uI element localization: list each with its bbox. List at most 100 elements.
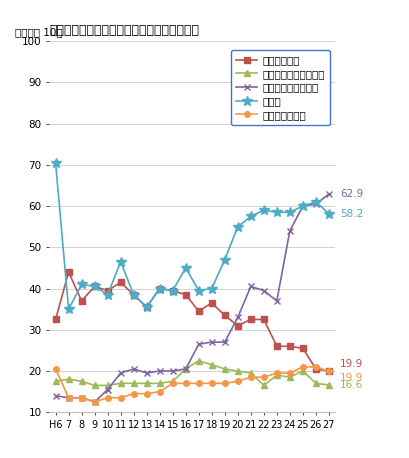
その他の心疾患 (131, 391, 136, 397)
その他の虚血性心疾患 (105, 383, 110, 388)
その他の心疾患 (326, 369, 331, 374)
心不全 (79, 282, 84, 287)
不整脈及び伝導障害 (326, 191, 331, 197)
不整脈及び伝導障害 (288, 228, 292, 234)
不整脈及び伝導障害 (261, 288, 266, 294)
心不全 (196, 288, 201, 294)
心不全 (313, 199, 318, 205)
心不全 (92, 284, 97, 289)
その他の虚血性心疾患 (235, 368, 240, 374)
Text: 19.9: 19.9 (340, 360, 363, 370)
その他の心疾患 (118, 395, 123, 400)
不整脈及び伝導障害 (183, 366, 188, 372)
不整脈及び伝導障害 (92, 399, 97, 405)
その他の虚血性心疾患 (170, 378, 175, 384)
急性心筋梗塞 (53, 317, 58, 322)
急性心筋梗塞 (313, 366, 318, 372)
Legend: 急性心筋梗塞, その他の虚血性心疾患, 不整脈及び伝導障害, 心不全, その他の心疾患: 急性心筋梗塞, その他の虚血性心疾患, 不整脈及び伝導障害, 心不全, その他の… (231, 50, 330, 125)
不整脈及び伝導障害 (300, 203, 305, 209)
その他の心疾患 (183, 381, 188, 386)
心不全 (131, 292, 136, 298)
Line: 心不全: 心不全 (51, 158, 334, 314)
不整脈及び伝導障害 (196, 342, 201, 347)
その他の虚血性心疾患 (248, 370, 253, 376)
その他の虚血性心疾患 (222, 366, 227, 372)
急性心筋梗塞 (105, 288, 110, 294)
急性心筋梗塞 (300, 345, 305, 351)
不整脈及び伝導障害 (53, 393, 58, 398)
急性心筋梗塞 (326, 368, 331, 374)
その他の虚血性心疾患 (157, 381, 162, 386)
その他の虚血性心疾患 (92, 383, 97, 388)
Line: 急性心筋梗塞: 急性心筋梗塞 (53, 269, 332, 374)
急性心筋梗塞 (92, 284, 97, 289)
不整脈及び伝導障害 (274, 298, 279, 304)
急性心筋梗塞 (66, 269, 71, 275)
Text: 16.6: 16.6 (340, 380, 363, 390)
不整脈及び伝導障害 (209, 339, 214, 345)
その他の虚血性心疾患 (326, 382, 331, 388)
その他の心疾患 (144, 391, 149, 397)
その他の心疾患 (196, 381, 201, 386)
その他の心疾患 (313, 364, 318, 370)
心不全 (222, 257, 227, 262)
Text: 58.2: 58.2 (340, 208, 363, 218)
急性心筋梗塞 (235, 323, 240, 328)
急性心筋梗塞 (248, 317, 253, 322)
Text: 率（人口 10万: 率（人口 10万 (15, 27, 62, 38)
その他の心疾患 (209, 381, 214, 386)
不整脈及び伝導障害 (144, 370, 149, 376)
その他の心疾患 (53, 366, 58, 372)
心不全 (300, 203, 305, 209)
急性心筋梗塞 (79, 298, 84, 304)
その他の心疾患 (92, 399, 97, 405)
不整脈及び伝導障害 (131, 366, 136, 372)
Line: その他の虚血性心疾患: その他の虚血性心疾患 (53, 358, 332, 388)
心不全 (248, 213, 253, 219)
不整脈及び伝導障害 (313, 201, 318, 207)
その他の心疾患 (300, 364, 305, 370)
急性心筋梗塞 (144, 305, 149, 310)
その他の虚血性心疾患 (274, 372, 279, 378)
急性心筋梗塞 (209, 300, 214, 306)
その他の虚血性心疾患 (313, 381, 318, 386)
不整脈及び伝導障害 (248, 284, 253, 289)
不整脈及び伝導障害 (118, 370, 123, 376)
その他の心疾患 (157, 389, 162, 394)
その他の虚血性心疾患 (288, 375, 292, 380)
その他の虚血性心疾患 (144, 381, 149, 386)
Line: 不整脈及び伝導障害: 不整脈及び伝導障害 (52, 191, 333, 405)
その他の心疾患 (288, 370, 292, 376)
急性心筋梗塞 (288, 344, 292, 349)
心不全 (235, 224, 240, 229)
不整脈及び伝導障害 (170, 368, 175, 374)
急性心筋梗塞 (118, 279, 123, 285)
Line: その他の心疾患: その他の心疾患 (53, 364, 332, 405)
心不全 (53, 160, 58, 165)
その他の心疾患 (105, 395, 110, 400)
その他の虚血性心疾患 (196, 358, 201, 364)
心不全 (66, 306, 71, 312)
不整脈及び伝導障害 (105, 387, 110, 392)
Text: 62.9: 62.9 (340, 189, 363, 199)
不整脈及び伝導障害 (66, 395, 71, 400)
不整脈及び伝導障害 (79, 395, 84, 400)
急性心筋梗塞 (170, 288, 175, 294)
急性心筋梗塞 (261, 317, 266, 322)
急性心筋梗塞 (196, 309, 201, 314)
その他の心疾患 (170, 381, 175, 386)
心不全 (261, 207, 266, 213)
心不全 (118, 259, 123, 265)
その他の虚血性心疾患 (209, 362, 214, 367)
不整脈及び伝導障害 (235, 315, 240, 320)
その他の心疾患 (261, 375, 266, 380)
その他の虚血性心疾患 (300, 368, 305, 374)
Text: 心疾患の種類別死亡率の年次推移（熊本県）: 心疾患の種類別死亡率の年次推移（熊本県） (49, 24, 199, 37)
その他の心疾患 (66, 395, 71, 400)
その他の虚血性心疾患 (66, 376, 71, 382)
心不全 (157, 286, 162, 291)
急性心筋梗塞 (131, 292, 136, 298)
心不全 (144, 305, 149, 310)
その他の心疾患 (79, 395, 84, 400)
その他の心疾患 (274, 370, 279, 376)
